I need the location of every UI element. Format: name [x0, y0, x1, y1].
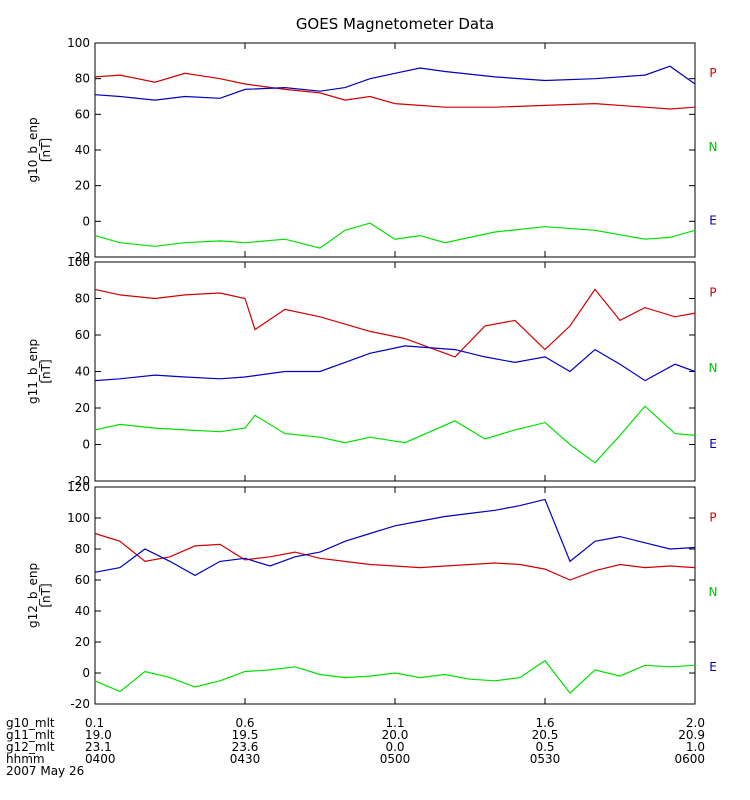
legend-entry: E — [709, 437, 717, 451]
series-line-3 — [94, 222, 696, 249]
y-tick-label: 100 — [67, 511, 90, 525]
x-tick-label: 23.6 — [232, 740, 259, 754]
x-axis-row-label: g10_mlt — [6, 716, 55, 730]
y-tick-label: 100 — [67, 36, 90, 50]
panel-frame — [94, 42, 696, 258]
legend-entry: N — [709, 361, 718, 375]
y-tick-label: 60 — [75, 107, 90, 121]
y-tick-label: -20 — [70, 474, 90, 488]
x-tick-label: 20.5 — [532, 728, 559, 742]
y-tick-label: 60 — [75, 328, 90, 342]
x-axis-row-label: g11_mlt — [6, 728, 55, 742]
y-tick-label: 40 — [75, 143, 90, 157]
x-tick-label: 0.5 — [535, 740, 554, 754]
x-tick-label: 1.0 — [686, 740, 705, 754]
series-line-2 — [94, 345, 696, 382]
x-tick-label: 20.9 — [678, 728, 705, 742]
legend-entry: N — [709, 140, 718, 154]
y-axis-label: g10_b_enp — [26, 117, 40, 182]
series-line-2 — [94, 498, 696, 577]
y-tick-label: -20 — [70, 697, 90, 711]
chart-title: GOES Magnetometer Data — [296, 15, 494, 33]
y-tick-label: 20 — [75, 179, 90, 193]
x-tick-label: 0.0 — [385, 740, 404, 754]
series-line-2 — [94, 65, 696, 101]
y-tick-label: 0 — [82, 666, 90, 680]
series-line-1 — [94, 532, 696, 581]
x-tick-label: 2.0 — [686, 716, 705, 730]
x-tick-label: 1.1 — [385, 716, 404, 730]
date-label: 2007 May 26 — [6, 764, 84, 778]
y-axis-unit: [nT] — [39, 583, 53, 607]
panel-frame — [94, 486, 696, 705]
x-tick-label: 0500 — [380, 752, 411, 766]
y-tick-label: 60 — [75, 573, 90, 587]
y-tick-label: 40 — [75, 604, 90, 618]
x-axis-row-label: g12_mlt — [6, 740, 55, 754]
x-tick-label: 19.0 — [85, 728, 112, 742]
y-tick-label: 40 — [75, 365, 90, 379]
x-tick-label: 1.6 — [535, 716, 554, 730]
legend-entry: P — [709, 286, 716, 300]
y-tick-label: -20 — [70, 250, 90, 264]
legend-entry: N — [709, 585, 718, 599]
y-tick-label: 0 — [82, 214, 90, 228]
panel-3: -20 0 20 40 60 80 100 120 g12_b_enp [nT] P N E — [26, 480, 717, 711]
x-tick-label: 20.0 — [382, 728, 409, 742]
legend-entry: E — [709, 660, 717, 674]
y-tick-label: 20 — [75, 401, 90, 415]
x-tick-label: 0400 — [85, 752, 116, 766]
x-tick-label: 19.5 — [232, 728, 259, 742]
y-tick-label: 80 — [75, 72, 90, 86]
y-tick-label: 100 — [67, 255, 90, 269]
series-line-3 — [94, 405, 696, 464]
y-axis-unit: [nT] — [39, 138, 53, 162]
y-axis-label: g12_b_enp — [26, 563, 40, 628]
y-tick-label: 0 — [82, 438, 90, 452]
y-tick-label: 80 — [75, 292, 90, 306]
series-line-1 — [94, 288, 696, 358]
x-tick-label: 0600 — [674, 752, 705, 766]
y-tick-label: 120 — [67, 480, 90, 494]
panel-1: -20 0 20 40 60 80 100 g10_b_enp [nT] P N E — [26, 36, 717, 264]
x-axis-row-label: hhmm — [6, 752, 45, 766]
y-axis-unit: [nT] — [39, 359, 53, 383]
legend-entry: P — [709, 66, 716, 80]
x-tick-label: 0.1 — [85, 716, 104, 730]
legend-entry: E — [709, 214, 717, 228]
series-line-3 — [94, 659, 696, 694]
series-line-1 — [94, 72, 696, 110]
x-tick-label: 0430 — [230, 752, 261, 766]
y-tick-label: 80 — [75, 542, 90, 556]
panel-2: -20 0 20 40 60 80 100 g11_b_enp [nT] P N E — [26, 255, 717, 488]
x-tick-label: 0.6 — [235, 716, 254, 730]
y-axis-label: g11_b_enp — [26, 339, 40, 404]
x-tick-label: 23.1 — [85, 740, 112, 754]
legend-entry: P — [709, 510, 716, 524]
y-tick-label: 20 — [75, 635, 90, 649]
x-axis-labels: g10_mlt 0.1 0.6 1.1 1.6 2.0 g11_mlt 19.0 19.5 20.… — [6, 716, 705, 778]
x-tick-label: 0530 — [530, 752, 561, 766]
